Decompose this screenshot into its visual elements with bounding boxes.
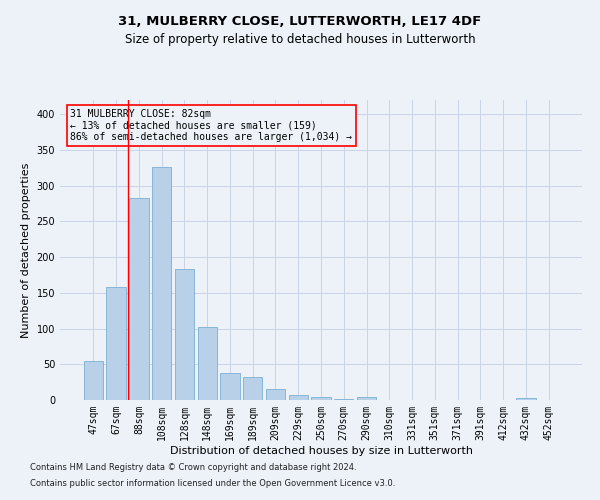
Bar bbox=[289, 395, 308, 400]
Bar bbox=[129, 198, 149, 400]
Text: Contains public sector information licensed under the Open Government Licence v3: Contains public sector information licen… bbox=[30, 478, 395, 488]
Bar bbox=[152, 167, 172, 400]
Bar bbox=[334, 398, 353, 400]
Bar bbox=[243, 377, 262, 400]
Text: 31 MULBERRY CLOSE: 82sqm
← 13% of detached houses are smaller (159)
86% of semi-: 31 MULBERRY CLOSE: 82sqm ← 13% of detach… bbox=[70, 109, 352, 142]
Bar bbox=[311, 397, 331, 400]
Bar bbox=[220, 373, 239, 400]
Y-axis label: Number of detached properties: Number of detached properties bbox=[21, 162, 31, 338]
Text: Size of property relative to detached houses in Lutterworth: Size of property relative to detached ho… bbox=[125, 32, 475, 46]
Bar bbox=[175, 268, 194, 400]
Bar bbox=[516, 398, 536, 400]
Text: 31, MULBERRY CLOSE, LUTTERWORTH, LE17 4DF: 31, MULBERRY CLOSE, LUTTERWORTH, LE17 4D… bbox=[118, 15, 482, 28]
Bar bbox=[106, 287, 126, 400]
Bar bbox=[266, 388, 285, 400]
Bar bbox=[197, 327, 217, 400]
Bar bbox=[357, 397, 376, 400]
X-axis label: Distribution of detached houses by size in Lutterworth: Distribution of detached houses by size … bbox=[170, 446, 473, 456]
Text: Contains HM Land Registry data © Crown copyright and database right 2024.: Contains HM Land Registry data © Crown c… bbox=[30, 464, 356, 472]
Bar bbox=[84, 360, 103, 400]
